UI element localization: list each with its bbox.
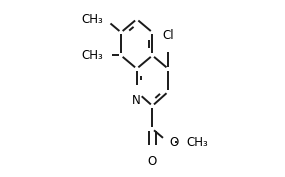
Text: N: N xyxy=(132,95,141,107)
Text: O: O xyxy=(170,136,179,149)
Text: Cl: Cl xyxy=(162,29,174,42)
Text: CH₃: CH₃ xyxy=(82,13,103,26)
Text: CH₃: CH₃ xyxy=(82,49,103,62)
Text: O: O xyxy=(148,155,157,168)
Text: CH₃: CH₃ xyxy=(186,136,208,149)
